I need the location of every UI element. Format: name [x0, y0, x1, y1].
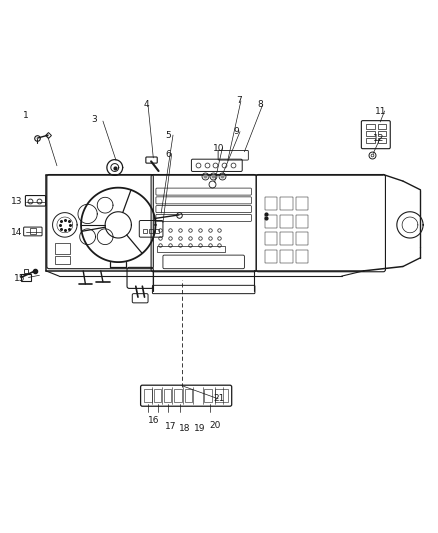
Text: 11: 11	[375, 107, 387, 116]
Bar	[366, 124, 375, 129]
Bar	[265, 197, 277, 211]
Bar	[204, 389, 212, 402]
Text: 10: 10	[213, 144, 225, 153]
Text: 21: 21	[213, 394, 225, 403]
Bar	[154, 389, 161, 402]
Bar	[157, 246, 225, 253]
Text: 3: 3	[91, 115, 97, 124]
Bar	[174, 389, 182, 402]
Text: 7: 7	[236, 95, 242, 104]
Bar	[265, 250, 277, 263]
Bar	[296, 197, 308, 211]
Text: 1: 1	[23, 111, 29, 120]
Bar	[280, 250, 293, 263]
Text: 18: 18	[179, 424, 191, 433]
Bar	[296, 250, 308, 263]
Bar	[280, 232, 293, 246]
Text: 6: 6	[166, 150, 172, 159]
Bar	[378, 124, 386, 129]
Text: 14: 14	[11, 228, 22, 237]
Bar	[185, 389, 192, 402]
Bar	[55, 256, 70, 264]
Bar	[296, 215, 308, 228]
Bar	[366, 131, 375, 136]
Bar	[265, 215, 277, 228]
Bar	[296, 232, 308, 246]
Text: 16: 16	[148, 416, 159, 425]
Bar	[144, 389, 152, 402]
Text: 4: 4	[144, 100, 149, 109]
Text: 8: 8	[258, 100, 264, 109]
Text: 17: 17	[165, 422, 177, 431]
Text: 12: 12	[373, 134, 385, 143]
Bar	[164, 389, 171, 402]
Text: 13: 13	[11, 197, 22, 206]
Bar	[280, 215, 293, 228]
Text: 5: 5	[166, 131, 172, 140]
Bar	[280, 197, 293, 211]
Bar	[21, 274, 31, 280]
Text: 19: 19	[194, 424, 205, 433]
Bar	[378, 131, 386, 136]
Text: 20: 20	[210, 421, 221, 430]
Bar	[265, 232, 277, 246]
Text: 9: 9	[233, 127, 240, 136]
Text: 15: 15	[14, 274, 25, 283]
Bar	[215, 389, 228, 402]
Bar	[378, 138, 386, 143]
Bar	[366, 138, 375, 143]
Bar	[55, 243, 70, 254]
